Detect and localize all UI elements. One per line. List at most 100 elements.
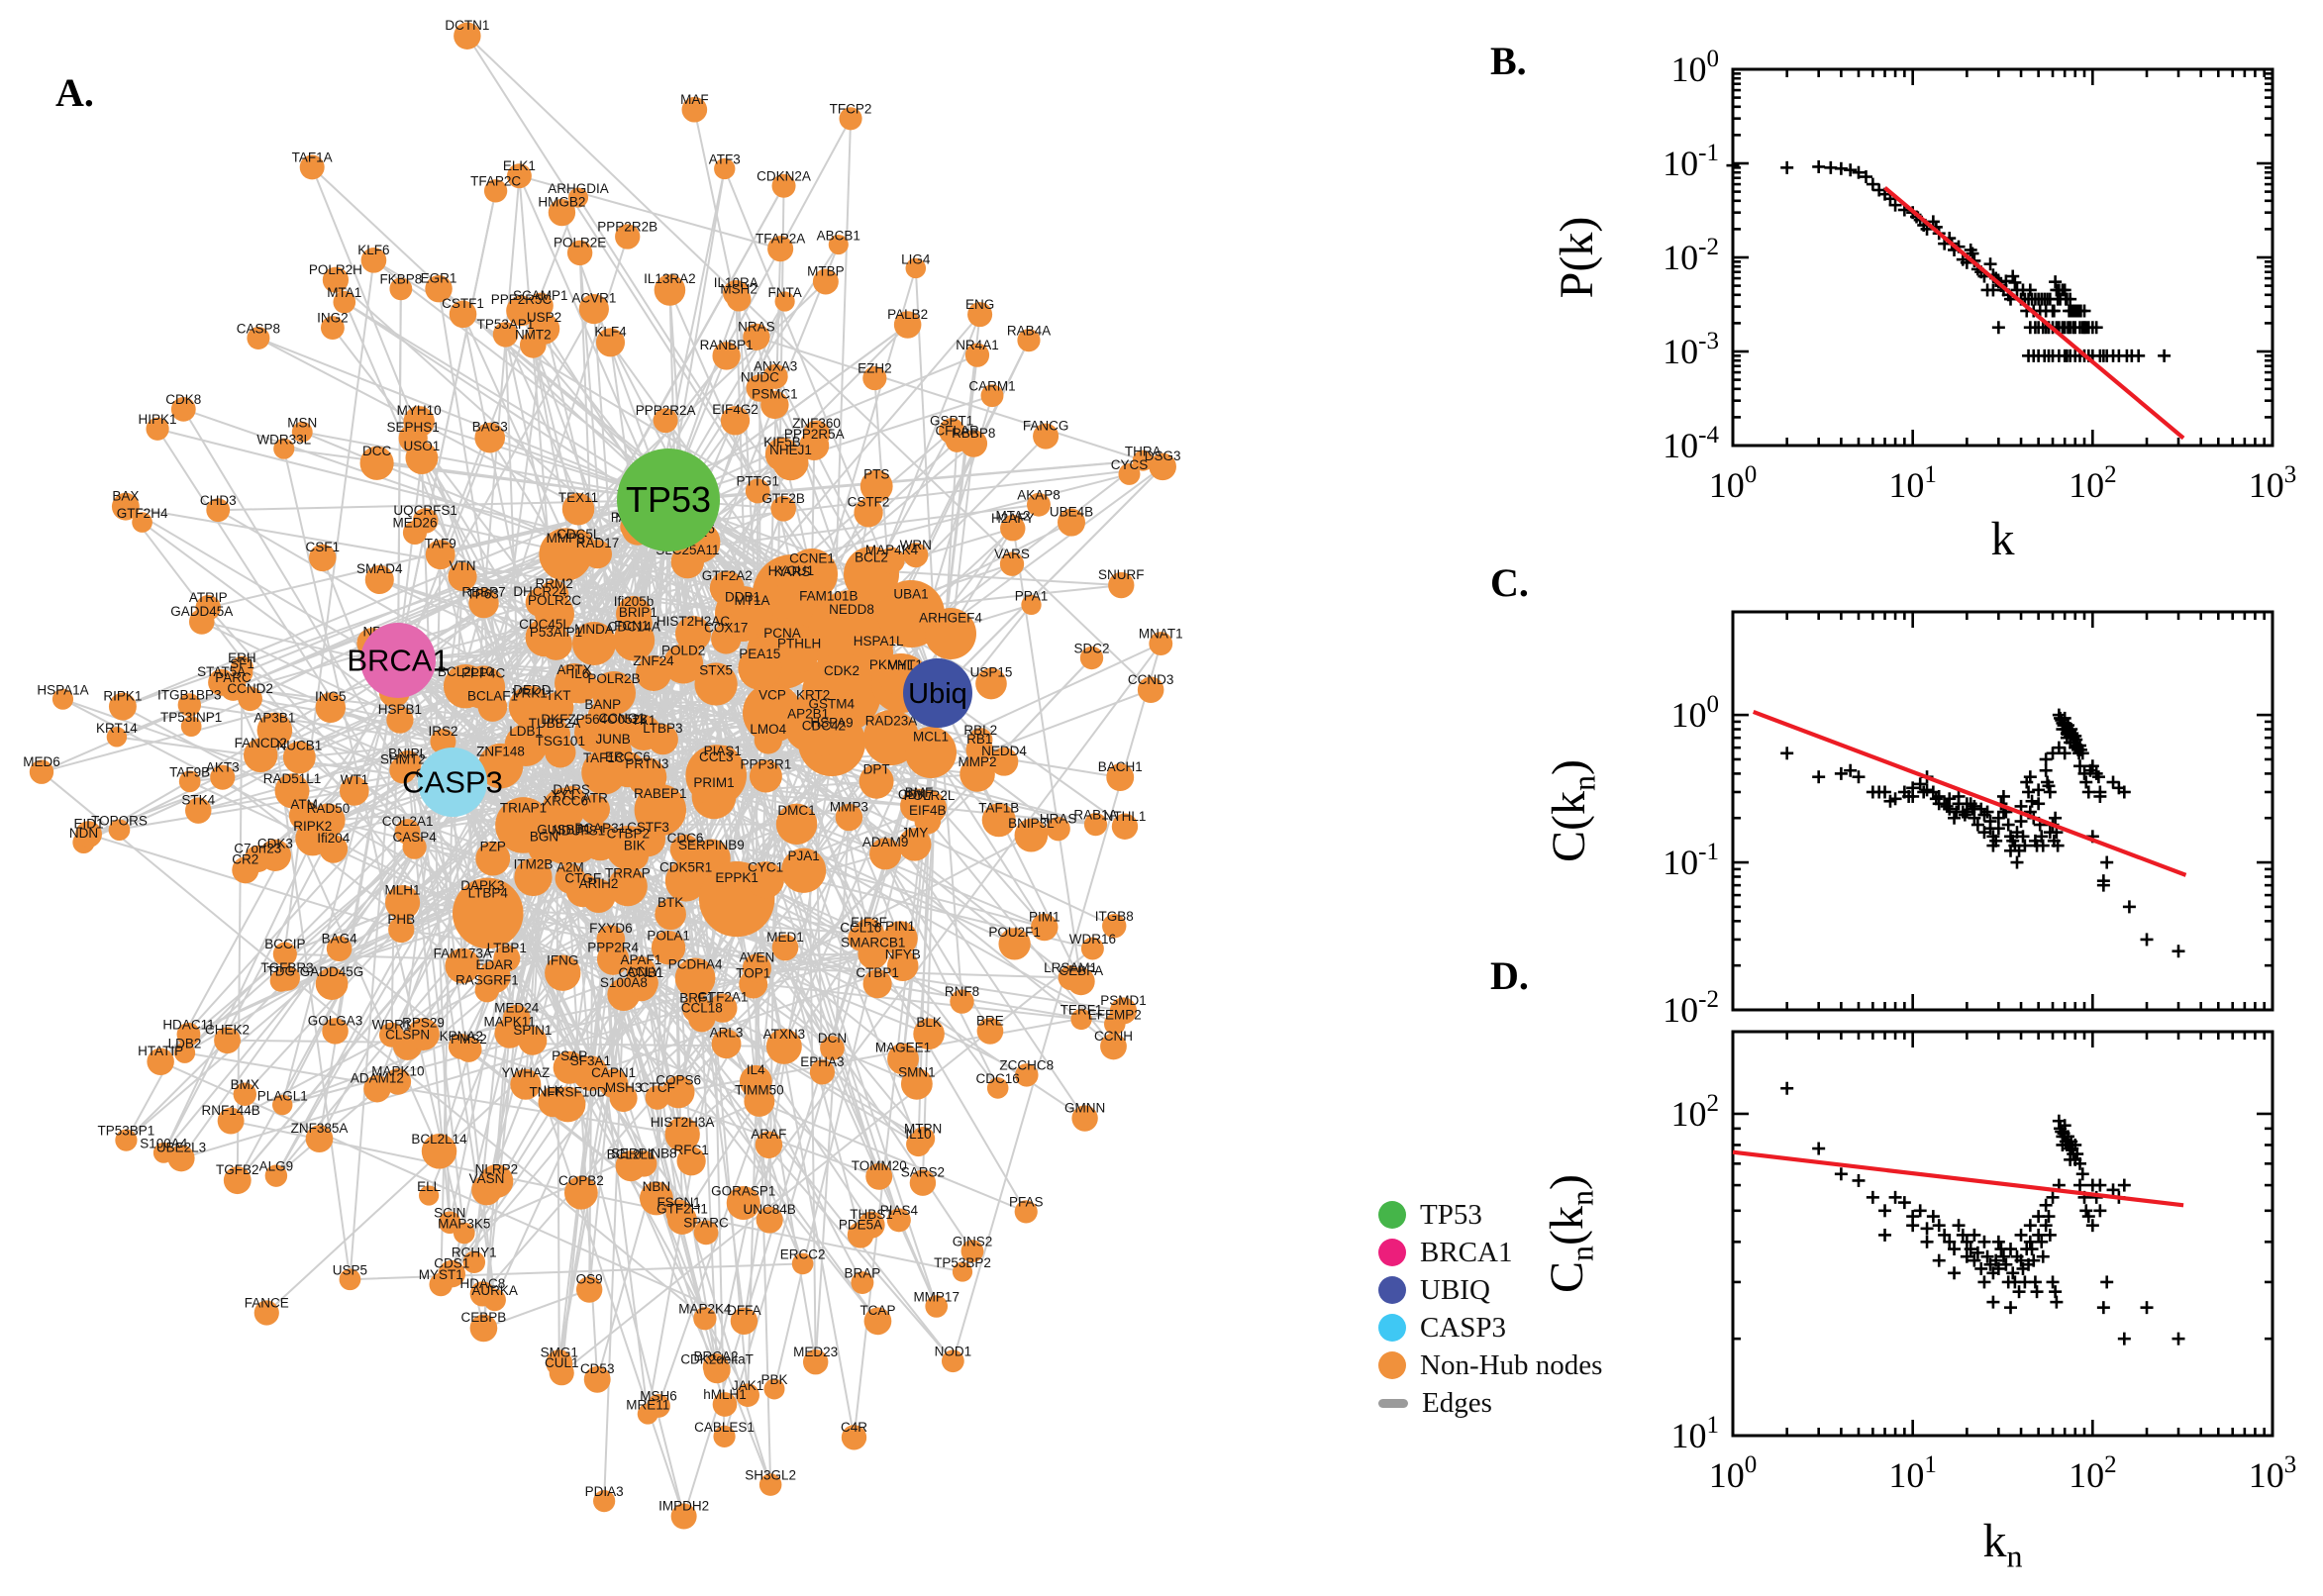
network-node-label: IMPDH2 bbox=[658, 1499, 709, 1514]
network-node bbox=[295, 821, 331, 856]
network-node bbox=[438, 1211, 461, 1235]
network-node bbox=[147, 1047, 174, 1076]
network-node-label: POLR2C bbox=[528, 593, 581, 608]
network-node-label: HTATIP bbox=[138, 1044, 183, 1058]
network-node bbox=[516, 685, 548, 717]
network-node-label: MTBP bbox=[807, 264, 845, 279]
network-node-label: PPP2R2B bbox=[597, 219, 657, 234]
network-node-label: CSTF2 bbox=[848, 494, 890, 509]
network-node bbox=[708, 993, 738, 1023]
panel-b-letter: B. bbox=[1490, 39, 1527, 83]
network-node-label: GTF2H1 bbox=[656, 1201, 708, 1216]
network-node bbox=[271, 1094, 293, 1116]
panel-a-letter: A. bbox=[55, 70, 94, 115]
network-node-label: ZNF148 bbox=[476, 744, 525, 758]
network-node bbox=[1071, 1105, 1098, 1132]
network-node bbox=[796, 689, 831, 725]
network-node bbox=[445, 948, 481, 984]
network-node bbox=[670, 1503, 697, 1530]
network-node bbox=[581, 749, 627, 795]
network-node-label: SERPINB9 bbox=[678, 838, 745, 852]
network-node-label: HYOU1 bbox=[768, 563, 815, 578]
network-node-label: FANCG bbox=[1023, 419, 1069, 434]
network-node-label: TP53BP1 bbox=[98, 1124, 155, 1139]
network-node-label: TRIAP1 bbox=[500, 801, 547, 816]
network-node bbox=[322, 266, 350, 293]
network-node-label: RAD17 bbox=[576, 536, 620, 550]
network-node-label: CCL18 bbox=[681, 1001, 723, 1016]
network-node-label: SCIN bbox=[434, 1206, 465, 1221]
network-node bbox=[253, 1300, 279, 1326]
network-node bbox=[170, 396, 196, 422]
network-node-label: H2AFY bbox=[991, 511, 1035, 526]
hub-node-brca1 bbox=[360, 623, 436, 698]
network-node-label: PIN1 bbox=[885, 919, 915, 934]
network-node bbox=[477, 692, 508, 722]
network-node-label: CDC5L bbox=[556, 527, 601, 542]
network-node bbox=[771, 173, 796, 198]
network-node-label: ITM2B bbox=[514, 856, 554, 871]
network-node bbox=[575, 1276, 603, 1303]
network-node bbox=[713, 1425, 736, 1447]
network-node bbox=[925, 608, 976, 659]
legend-node-swatch bbox=[1378, 1239, 1406, 1266]
network-node bbox=[626, 956, 656, 986]
network-node-label: VASN bbox=[469, 1171, 505, 1186]
network-node-label: CTCF bbox=[640, 1080, 675, 1095]
network-node-label: TP53INP1 bbox=[160, 710, 222, 725]
network-node-label: UBE2L3 bbox=[156, 1141, 206, 1155]
legend-label: CASP3 bbox=[1420, 1311, 1507, 1344]
network-node-label: EID1 bbox=[73, 817, 103, 832]
network-node bbox=[492, 322, 519, 348]
network-node-label: KIF5B bbox=[763, 435, 801, 449]
network-node-label: GOLGA3 bbox=[308, 1013, 363, 1028]
network-node bbox=[388, 916, 415, 944]
network-node-label: IFNG bbox=[547, 953, 578, 968]
network-node bbox=[282, 741, 316, 774]
network-node-label: SNURF bbox=[1098, 567, 1145, 582]
network-node-label: BRAP bbox=[845, 1265, 881, 1280]
network-node bbox=[980, 384, 1004, 408]
network-node bbox=[828, 234, 849, 255]
network-node bbox=[636, 655, 671, 691]
network-node bbox=[764, 437, 800, 472]
network-node-label: GMNN bbox=[1064, 1101, 1105, 1116]
network-node bbox=[132, 512, 152, 533]
legend-label: Non-Hub nodes bbox=[1420, 1348, 1603, 1381]
network-node-label: TFAP2A bbox=[756, 231, 805, 246]
network-node-label: LTBP3 bbox=[643, 721, 682, 736]
network-node bbox=[676, 1147, 706, 1176]
network-node bbox=[661, 1075, 695, 1109]
network-node-label: ZNF24 bbox=[633, 653, 674, 668]
network-node bbox=[754, 726, 782, 754]
network-node-label: PLAGL1 bbox=[257, 1088, 308, 1103]
network-node bbox=[1111, 813, 1139, 840]
network-node bbox=[548, 198, 576, 227]
network-node-label: PIAS1 bbox=[704, 744, 742, 758]
network-node bbox=[75, 821, 102, 848]
network-node bbox=[742, 953, 771, 983]
network-node-label: CD53 bbox=[580, 1361, 615, 1376]
network-node-label: BCLAF1 bbox=[467, 688, 518, 703]
network-node-label: CDK7 bbox=[898, 787, 934, 802]
axis-ticks bbox=[1731, 612, 2274, 1012]
network-node-label: EGR1 bbox=[421, 270, 457, 285]
network-node-label: ENG bbox=[965, 297, 994, 312]
network-node bbox=[384, 1068, 412, 1095]
network-node bbox=[178, 770, 201, 793]
network-node bbox=[670, 545, 705, 579]
network-node bbox=[1070, 1008, 1092, 1031]
network-node-label: PIAS4 bbox=[880, 1203, 919, 1218]
network-node-label: CDK3 bbox=[257, 837, 293, 851]
network-node-label: PALB2 bbox=[887, 307, 928, 322]
network-node bbox=[967, 302, 993, 328]
network-node-label: MAGEE1 bbox=[875, 1040, 931, 1054]
network-legend: TP53 BRCA1 UBIQ CASP3 Non-Hub nodes Edges bbox=[1378, 1196, 1602, 1422]
network-node bbox=[562, 668, 598, 704]
network-node-label: MSH3 bbox=[605, 1080, 643, 1095]
network-node-label: CCNG1 bbox=[599, 711, 646, 726]
network-node-label: SARS2 bbox=[901, 1165, 945, 1180]
network-node bbox=[579, 794, 610, 825]
network-node bbox=[747, 861, 784, 899]
network-node-label: MMP2 bbox=[959, 754, 997, 769]
